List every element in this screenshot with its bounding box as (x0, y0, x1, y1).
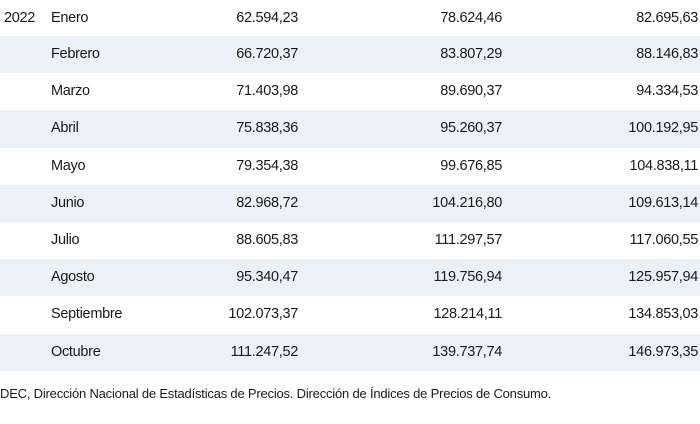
value-col-2: 99.676,85 (440, 157, 502, 174)
value-col-2: 95.260,37 (440, 120, 502, 137)
month-label: Febrero (51, 46, 100, 62)
value-col-1: 102.073,37 (228, 306, 298, 323)
month-label: Mayo (51, 157, 86, 174)
value-col-3: 117.060,55 (629, 231, 699, 248)
table-row: 2022 Enero 62.594,23 78.624,46 82.695,63 (0, 0, 700, 36)
value-col-1: 75.838,36 (236, 120, 298, 137)
value-col-3: 104.838,11 (629, 157, 699, 174)
value-col-2: 104.216,80 (432, 194, 502, 211)
table-row: Agosto 95.340,47 119.756,94 125.957,94 (0, 259, 700, 297)
table-row: Febrero 66.720,37 83.807,29 88.146,83 (0, 36, 700, 74)
value-col-3: 109.613,14 (628, 194, 698, 211)
value-col-1: 95.340,47 (236, 269, 298, 286)
month-label: Junio (51, 194, 85, 211)
value-col-3: 94.334,53 (636, 83, 698, 100)
month-label: Marzo (51, 83, 90, 100)
month-label: Enero (51, 10, 89, 26)
value-col-3: 88.146,83 (636, 46, 698, 62)
table-row: Octubre 111.247,52 139.737,74 146.973,35 (0, 333, 700, 371)
value-col-3: 100.192,95 (628, 120, 698, 137)
value-col-1: 88.605,83 (236, 231, 298, 248)
source-note: DEC, Dirección Nacional de Estadísticas … (0, 386, 552, 401)
month-label: Agosto (51, 269, 95, 286)
table-row: Abril 75.838,36 95.260,37 100.192,95 (0, 110, 700, 148)
value-col-1: 111.247,52 (230, 343, 299, 360)
value-col-2: 78.624,46 (440, 10, 502, 26)
value-col-2: 128.214,11 (433, 306, 503, 323)
table-row: Junio 82.968,72 104.216,80 109.613,14 (0, 184, 700, 222)
value-col-3: 82.695,63 (636, 10, 698, 26)
year-label: 2022 (4, 10, 36, 26)
value-col-1: 71.403,98 (236, 83, 298, 100)
month-label: Julio (51, 231, 80, 248)
table-row: Septiembre 102.073,37 128.214,11 134.853… (0, 296, 700, 333)
value-col-3: 125.957,94 (628, 269, 698, 286)
month-label: Septiembre (51, 306, 123, 323)
value-col-1: 82.968,72 (236, 194, 298, 211)
value-col-2: 139.737,74 (432, 343, 502, 360)
value-col-1: 66.720,37 (236, 46, 298, 62)
price-table: 2022 Enero 62.594,23 78.624,46 82.695,63… (0, 0, 700, 371)
table-row: Julio 88.605,83 111.297,57 117.060,55 (0, 222, 700, 259)
value-col-3: 134.853,03 (628, 306, 698, 323)
table-row: Mayo 79.354,38 99.676,85 104.838,11 (0, 148, 700, 185)
value-col-2: 89.690,37 (440, 83, 502, 100)
table-row: Marzo 71.403,98 89.690,37 94.334,53 (0, 73, 700, 110)
value-col-3: 146.973,35 (628, 343, 698, 360)
month-label: Octubre (51, 343, 101, 360)
value-col-1: 79.354,38 (236, 157, 298, 174)
month-label: Abril (51, 120, 79, 137)
value-col-2: 119.756,94 (433, 269, 503, 286)
value-col-2: 83.807,29 (440, 46, 502, 62)
value-col-1: 62.594,23 (236, 10, 298, 26)
value-col-2: 111.297,57 (434, 231, 503, 248)
